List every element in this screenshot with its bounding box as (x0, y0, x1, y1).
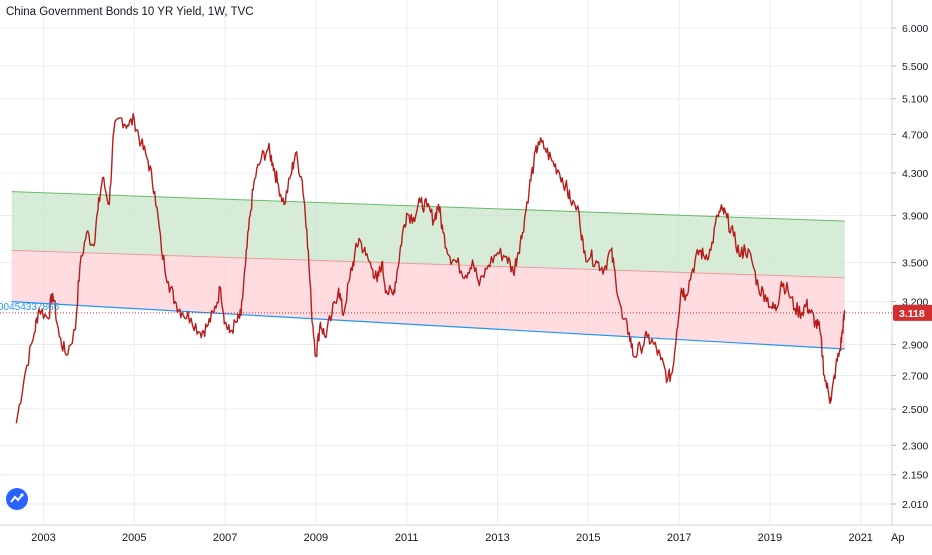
y-tick-label: 6.000 (902, 23, 928, 35)
y-tick-label: 2.300 (902, 440, 928, 452)
y-tick-label: 5.500 (902, 61, 928, 73)
y-tick-label: 2.900 (902, 339, 928, 351)
x-tick-label: 2005 (122, 532, 146, 544)
y-tick-label: 4.700 (902, 129, 928, 141)
y-tick-label: 2.150 (902, 470, 928, 482)
y-tick-label: 3.500 (902, 258, 928, 270)
tradingview-logo-icon[interactable] (6, 488, 28, 510)
x-tick-label: 2009 (304, 532, 328, 544)
last-price-badge (893, 304, 932, 321)
channel-value-label: 00454337865 (0, 302, 60, 313)
y-tick-label: 2.500 (902, 404, 928, 416)
x-tick-label: 2021 (848, 532, 872, 544)
y-tick-label: 2.700 (902, 371, 928, 383)
last-price-label: 3.118 (899, 308, 925, 320)
y-tick-label: 4.300 (902, 168, 928, 180)
y-tick-label: 2.010 (902, 499, 928, 511)
y-tick-label: 5.100 (902, 94, 928, 106)
upper-band-area (11, 191, 845, 278)
regression-channel (11, 191, 845, 350)
x-tick-label: 2017 (667, 532, 691, 544)
x-tick-label: 2019 (758, 532, 782, 544)
chart-title: China Government Bonds 10 YR Yield, 1W, … (6, 6, 254, 18)
x-tick-label: 2007 (213, 532, 237, 544)
y-tick-label: 3.900 (902, 210, 928, 222)
x-tick-label: 2015 (576, 532, 600, 544)
channel-base-line (11, 301, 845, 350)
overlay-labels: 3.118 00454337865 (0, 302, 932, 321)
mid-band-line (11, 249, 845, 279)
lower-band-area (11, 250, 845, 349)
x-tick-label: 2013 (485, 532, 509, 544)
x-tick-label-cutoff: Ap (891, 532, 904, 544)
x-tick-label: 2011 (395, 532, 419, 544)
upper-band-line (11, 191, 845, 222)
price-line (15, 112, 846, 424)
price-series (15, 112, 846, 424)
x-tick-label: 2003 (31, 532, 55, 544)
